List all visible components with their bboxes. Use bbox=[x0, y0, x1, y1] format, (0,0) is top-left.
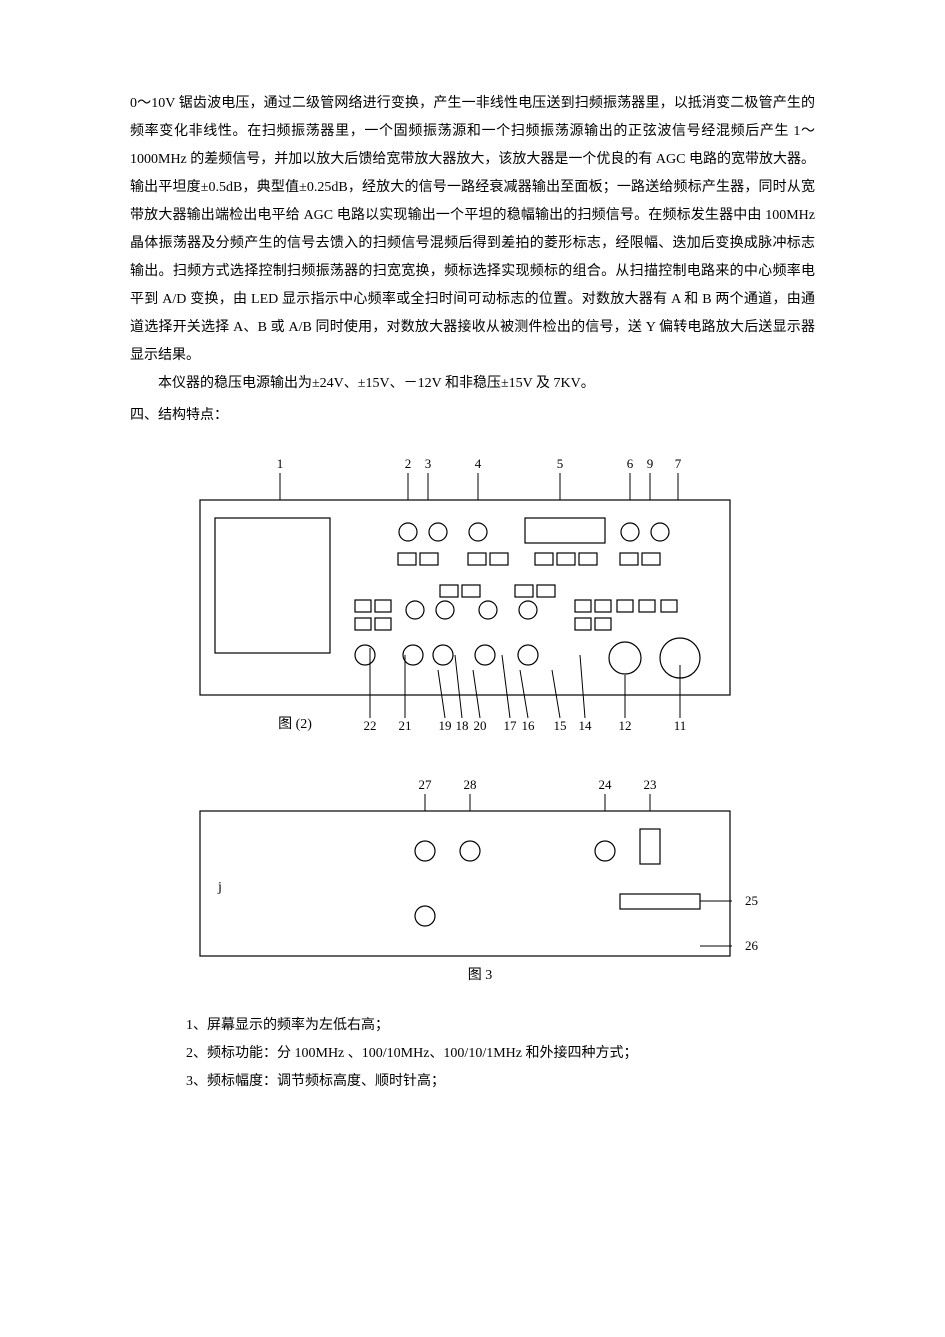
figure-2-svg: 123456972221191820171615141211图 (2) bbox=[130, 440, 815, 740]
svg-text:图 3: 图 3 bbox=[468, 968, 493, 983]
svg-text:16: 16 bbox=[522, 718, 536, 733]
paragraph-2: 本仪器的稳压电源输出为±24V、±15V、－12V 和非稳压±15V 及 7KV… bbox=[130, 370, 815, 398]
svg-text:20: 20 bbox=[474, 718, 487, 733]
svg-text:26: 26 bbox=[745, 938, 759, 953]
svg-text:21: 21 bbox=[399, 718, 412, 733]
svg-text:15: 15 bbox=[554, 718, 567, 733]
svg-text:11: 11 bbox=[674, 718, 687, 733]
page: 0～10V 锯齿波电压，通过二级管网络进行变换，产生一非线性电压送到扫频振荡器里… bbox=[0, 0, 945, 1156]
svg-text:9: 9 bbox=[647, 456, 654, 471]
figure-3: j 27 28 24 23 25 26 图 3 bbox=[130, 761, 815, 1002]
paragraph-1: 0～10V 锯齿波电压，通过二级管网络进行变换，产生一非线性电压送到扫频振荡器里… bbox=[130, 90, 815, 370]
list-item-1: 1、屏幕显示的频率为左低右高； bbox=[186, 1012, 815, 1040]
svg-text:1: 1 bbox=[277, 456, 284, 471]
svg-text:2: 2 bbox=[405, 456, 412, 471]
list-item-2: 2、频标功能：分 100MHz 、100/10MHz、100/10/1MHz 和… bbox=[186, 1040, 815, 1068]
svg-text:14: 14 bbox=[579, 718, 593, 733]
section-4-title: 四、结构特点： bbox=[130, 402, 815, 430]
figure-2: 123456972221191820171615141211图 (2) bbox=[130, 440, 815, 751]
svg-text:4: 4 bbox=[475, 456, 482, 471]
svg-text:27: 27 bbox=[419, 777, 433, 792]
svg-text:28: 28 bbox=[464, 777, 477, 792]
svg-text:6: 6 bbox=[627, 456, 634, 471]
svg-text:18: 18 bbox=[456, 718, 469, 733]
svg-text:17: 17 bbox=[504, 718, 518, 733]
svg-text:7: 7 bbox=[675, 456, 682, 471]
svg-text:23: 23 bbox=[644, 777, 657, 792]
svg-text:图 (2): 图 (2) bbox=[278, 717, 312, 732]
svg-text:j: j bbox=[217, 880, 222, 895]
feature-list: 1、屏幕显示的频率为左低右高； 2、频标功能：分 100MHz 、100/10M… bbox=[130, 1012, 815, 1096]
svg-text:12: 12 bbox=[619, 718, 632, 733]
svg-text:3: 3 bbox=[425, 456, 432, 471]
list-item-3: 3、频标幅度：调节频标高度、顺时针高； bbox=[186, 1068, 815, 1096]
svg-text:22: 22 bbox=[364, 718, 377, 733]
svg-text:19: 19 bbox=[439, 718, 452, 733]
svg-text:24: 24 bbox=[599, 777, 613, 792]
svg-text:25: 25 bbox=[745, 893, 758, 908]
figure-3-svg: j 27 28 24 23 25 26 图 3 bbox=[130, 761, 815, 991]
svg-text:5: 5 bbox=[557, 456, 564, 471]
